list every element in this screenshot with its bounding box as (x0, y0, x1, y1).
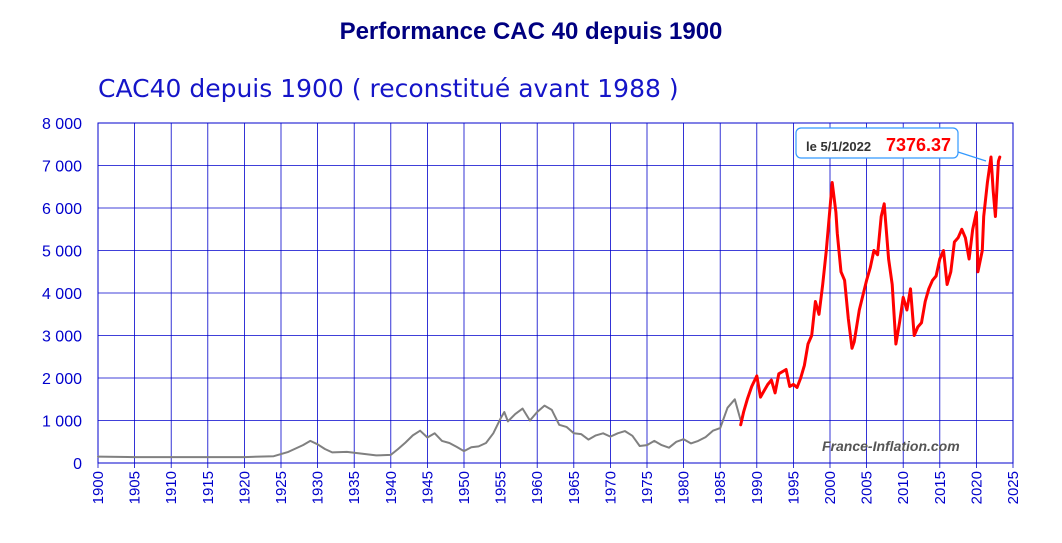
y-tick-label: 8 000 (42, 116, 82, 133)
x-tick-label: 1960 (529, 471, 546, 504)
x-axis-ticks: 1900 1905 1910 1915 1920 1925 1930 1935 1940 1945… (90, 471, 1022, 504)
x-tick-label: 1925 (273, 471, 290, 504)
y-axis-ticks: 0 1 000 2 000 3 000 4 000 5 000 6 000 7 000 8 00… (42, 116, 82, 473)
annotation-pointer (957, 151, 987, 162)
x-tick-label: 1955 (493, 471, 510, 504)
x-tick-label: 2000 (822, 471, 839, 504)
x-tick-label: 1915 (200, 471, 217, 504)
x-tick-label: 1990 (749, 471, 766, 504)
x-tick-label: 1965 (566, 471, 583, 504)
y-tick-label: 1 000 (42, 414, 82, 431)
x-tick-label: 1945 (419, 471, 436, 504)
x-tick-label: 1900 (90, 471, 107, 504)
annotation-value: 7376.37 (886, 135, 951, 155)
page-title: Performance CAC 40 depuis 1900 (339, 18, 723, 45)
annotation-date: le 5/1/2022 (806, 139, 871, 154)
value-annotation: le 5/1/2022 7376.37 (795, 127, 987, 162)
x-tick-label: 1920 (236, 471, 253, 504)
y-tick-label: 4 000 (42, 286, 82, 303)
watermark: France-Inflation.com (822, 438, 960, 454)
y-tick-label: 3 000 (42, 329, 82, 346)
x-tick-label: 2010 (895, 471, 912, 504)
x-tick-label: 2005 (859, 471, 876, 504)
chart-series (97, 155, 1002, 459)
series-line-2 (739, 155, 1002, 427)
y-tick-label: 6 000 (42, 201, 82, 218)
x-tick-label: 1980 (676, 471, 693, 504)
x-tick-label: 1975 (639, 471, 656, 504)
y-tick-label: 0 (73, 456, 82, 473)
chart-grid (97, 122, 1014, 468)
y-tick-label: 5 000 (42, 244, 82, 261)
x-tick-label: 1940 (383, 471, 400, 504)
x-tick-label: 1910 (163, 471, 180, 504)
x-tick-label: 1905 (127, 471, 144, 504)
y-tick-label: 2 000 (42, 371, 82, 388)
series-line-1 (97, 398, 742, 459)
x-tick-label: 2015 (932, 471, 949, 504)
y-tick-label: 7 000 (42, 159, 82, 176)
chart-title: CAC40 depuis 1900 ( reconstitué avant 19… (98, 74, 679, 103)
x-tick-label: 1995 (785, 471, 802, 504)
x-tick-label: 2020 (968, 471, 985, 504)
annotation-box (795, 127, 959, 159)
x-tick-label: 1935 (346, 471, 363, 504)
x-tick-label: 1970 (602, 471, 619, 504)
x-tick-label: 1930 (310, 471, 327, 504)
x-tick-label: 2025 (1005, 471, 1022, 504)
x-tick-label: 1985 (712, 471, 729, 504)
x-tick-label: 1950 (456, 471, 473, 504)
